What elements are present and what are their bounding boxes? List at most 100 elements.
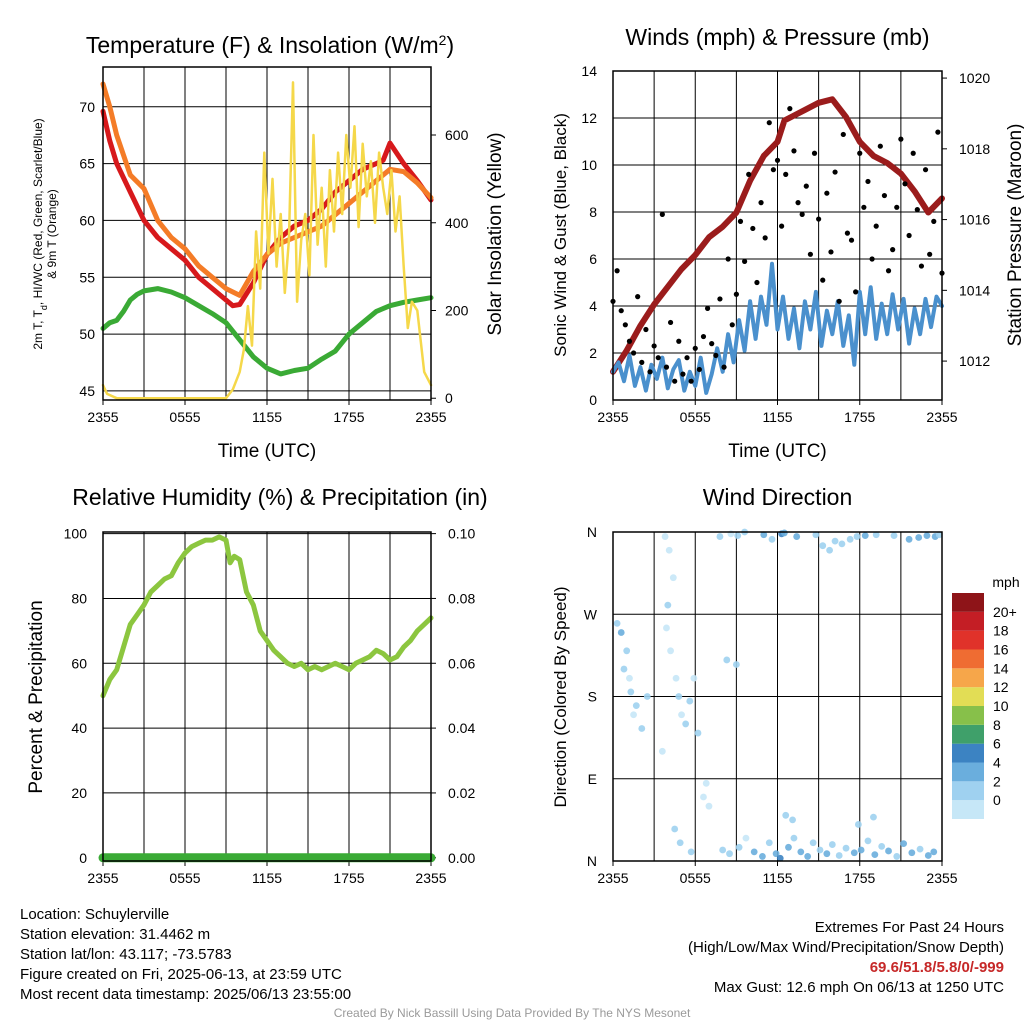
direction-point bbox=[719, 846, 727, 854]
gust-point bbox=[635, 294, 641, 300]
direction-point bbox=[842, 844, 850, 852]
direction-point bbox=[643, 693, 651, 700]
direction-point bbox=[664, 601, 672, 609]
gust-point bbox=[820, 277, 826, 283]
y2-axis-label: Station Pressure (Maroon) bbox=[1005, 124, 1024, 347]
y-tick-label: 10 bbox=[581, 157, 597, 173]
y-tick-label: 40 bbox=[71, 720, 87, 736]
extremes-values: 69.6/51.8/5.8/0/-999 bbox=[869, 959, 1004, 976]
gust-point bbox=[667, 319, 674, 326]
direction-point bbox=[854, 821, 862, 828]
colorbar-segment bbox=[952, 593, 984, 612]
direction-point bbox=[687, 848, 695, 856]
y-tick-label: W bbox=[584, 606, 598, 622]
y-tick-label: E bbox=[588, 771, 597, 787]
y-tick-label: 100 bbox=[64, 526, 88, 542]
direction-point bbox=[776, 854, 784, 862]
direction-point bbox=[665, 546, 673, 554]
gust-point bbox=[729, 322, 735, 328]
direction-point bbox=[900, 840, 908, 848]
series-td bbox=[100, 286, 434, 377]
x-tick-label: 2355 bbox=[597, 870, 628, 886]
gust-point bbox=[811, 150, 818, 156]
y-tick-label: 12 bbox=[581, 110, 597, 126]
recent-timestamp: Most recent data timestamp: 2025/06/13 2… bbox=[20, 986, 352, 1003]
x-tick-label: 2355 bbox=[87, 870, 118, 886]
gust-point bbox=[774, 157, 781, 163]
x-axis-label: Time (UTC) bbox=[728, 441, 827, 462]
direction-point bbox=[620, 665, 628, 673]
y2-tick-label: 1012 bbox=[959, 353, 990, 369]
direction-point bbox=[809, 839, 817, 847]
gust-point bbox=[700, 333, 707, 340]
gust-point bbox=[906, 232, 912, 239]
y2-tick-label: 0.00 bbox=[448, 850, 475, 866]
y2-tick-label: 1020 bbox=[959, 70, 990, 86]
gust-point bbox=[840, 131, 846, 138]
plot-border bbox=[612, 70, 943, 401]
direction-point bbox=[908, 849, 916, 857]
colorbar-label: 4 bbox=[993, 755, 1001, 771]
gust-point bbox=[861, 204, 867, 210]
gust-point bbox=[692, 345, 698, 351]
gust-point bbox=[894, 204, 900, 210]
station-location: Location: Schuylerville bbox=[20, 906, 170, 923]
y2-tick-label: 1016 bbox=[959, 212, 990, 228]
y-tick-label: 70 bbox=[79, 99, 95, 115]
y2-tick-label: 0.02 bbox=[448, 785, 475, 801]
direction-point bbox=[686, 697, 694, 705]
y-tick-label: 8 bbox=[589, 204, 597, 220]
gust-point bbox=[881, 192, 888, 199]
x-tick-label: 2355 bbox=[415, 870, 446, 886]
gust-point bbox=[795, 200, 801, 206]
direction-point bbox=[726, 850, 733, 858]
x-tick-label: 1755 bbox=[844, 409, 875, 425]
colorbar-segment bbox=[952, 800, 984, 819]
y2-tick-label: 600 bbox=[445, 127, 469, 143]
colorbar-label: 18 bbox=[993, 623, 1009, 639]
y-axis-label: Direction (Colored By Speed) bbox=[551, 586, 570, 807]
gust-point bbox=[647, 369, 653, 375]
x-tick-label: 1755 bbox=[333, 870, 364, 886]
gust-point bbox=[651, 343, 657, 349]
gust-point bbox=[696, 366, 702, 373]
direction-point bbox=[890, 532, 898, 540]
direction-point bbox=[861, 532, 869, 540]
y-tick-label: 45 bbox=[79, 383, 95, 399]
colorbar-segment bbox=[952, 724, 984, 744]
y-tick-label: 0 bbox=[589, 392, 597, 408]
gust-point bbox=[770, 167, 776, 173]
x-tick-label: 1155 bbox=[252, 409, 282, 425]
y-tick-label: 65 bbox=[79, 156, 95, 172]
gust-point bbox=[902, 181, 908, 187]
y-tick-label: 80 bbox=[71, 590, 87, 606]
gust-point bbox=[848, 237, 855, 243]
x-tick-label: 0555 bbox=[169, 870, 200, 886]
direction-point bbox=[694, 729, 702, 737]
chart-title: Wind Direction bbox=[703, 484, 853, 510]
gust-point bbox=[750, 225, 756, 232]
plot-border bbox=[102, 531, 432, 862]
max-gust: Max Gust: 12.6 mph On 06/13 at 1250 UTC bbox=[713, 979, 1004, 996]
gust-point bbox=[713, 352, 719, 358]
colorbar-label: 2 bbox=[993, 773, 1001, 789]
y-axis-label: Percent & Precipitation bbox=[26, 600, 47, 793]
gust-point bbox=[853, 289, 859, 295]
extremes-panel: Extremes For Past 24 Hours (High/Low/Max… bbox=[688, 918, 1004, 998]
gust-point bbox=[844, 230, 851, 236]
direction-point bbox=[663, 624, 670, 632]
direction-point bbox=[630, 711, 637, 719]
gust-point bbox=[630, 350, 637, 356]
colorbar-label: 8 bbox=[993, 717, 1001, 733]
gust-point bbox=[766, 120, 772, 126]
gust-point bbox=[803, 183, 809, 189]
x-tick-label: 2355 bbox=[926, 870, 957, 886]
gust-point bbox=[836, 298, 842, 304]
direction-point bbox=[835, 852, 843, 859]
gust-point bbox=[869, 256, 875, 262]
series-relative-humidity bbox=[100, 534, 434, 699]
gust-point bbox=[828, 249, 834, 255]
gust-point bbox=[663, 364, 670, 370]
direction-point bbox=[924, 852, 932, 859]
direction-point bbox=[935, 531, 943, 539]
